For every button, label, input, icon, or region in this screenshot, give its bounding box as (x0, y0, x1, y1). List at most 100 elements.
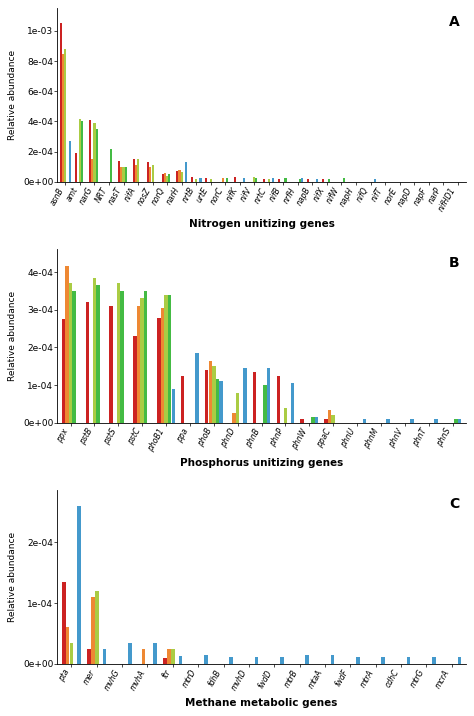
Bar (291, 383, 294, 422)
Bar (432, 657, 436, 664)
Bar (137, 159, 139, 182)
Bar (164, 173, 166, 182)
Bar (407, 657, 410, 664)
Bar (69, 141, 71, 182)
Bar (272, 178, 274, 182)
Bar (66, 627, 69, 664)
Bar (276, 376, 280, 422)
Bar (255, 657, 258, 664)
Bar (255, 178, 257, 182)
Bar (236, 392, 239, 422)
Bar (195, 353, 199, 422)
Bar (301, 178, 303, 182)
Bar (457, 657, 461, 664)
Bar (458, 419, 461, 422)
Bar (74, 153, 77, 182)
Bar (264, 179, 265, 182)
Bar (133, 159, 135, 182)
Bar (243, 368, 246, 422)
Bar (70, 642, 73, 664)
Bar (167, 649, 171, 664)
Bar (181, 376, 184, 422)
Y-axis label: Relative abundance: Relative abundance (9, 291, 18, 381)
Bar (144, 291, 147, 422)
Bar (118, 161, 120, 182)
Bar (280, 657, 283, 664)
Bar (164, 658, 167, 664)
Bar (133, 336, 137, 422)
Bar (79, 119, 81, 182)
Bar (324, 419, 328, 422)
Bar (91, 597, 95, 664)
Bar (191, 177, 193, 182)
Bar (386, 419, 390, 422)
Bar (109, 306, 113, 422)
Bar (284, 178, 287, 182)
X-axis label: Methane metabolic genes: Methane metabolic genes (185, 697, 338, 707)
Bar (91, 159, 93, 182)
Bar (311, 417, 315, 422)
Bar (315, 417, 318, 422)
Bar (299, 179, 301, 182)
Bar (122, 167, 125, 182)
Bar (60, 24, 62, 182)
Bar (374, 180, 376, 182)
Bar (149, 167, 152, 182)
Bar (89, 120, 91, 182)
Bar (455, 419, 458, 422)
Bar (181, 172, 182, 182)
Bar (205, 370, 209, 422)
Bar (117, 284, 120, 422)
Bar (363, 419, 366, 422)
Bar (195, 179, 197, 182)
Bar (125, 167, 127, 182)
Bar (96, 285, 100, 422)
Bar (77, 505, 81, 664)
Bar (64, 49, 66, 182)
Bar (153, 642, 157, 664)
Bar (328, 410, 331, 422)
Bar (164, 294, 168, 422)
Bar (96, 129, 98, 182)
Bar (232, 413, 236, 422)
Bar (331, 654, 334, 664)
Bar (204, 654, 208, 664)
Bar (157, 318, 161, 422)
Bar (93, 278, 96, 422)
X-axis label: Phosphorus unitizing genes: Phosphorus unitizing genes (180, 458, 343, 468)
Bar (62, 319, 65, 422)
Bar (205, 178, 208, 182)
Bar (200, 178, 201, 182)
Bar (102, 649, 106, 664)
Bar (137, 306, 140, 422)
Bar (62, 54, 64, 182)
Bar (209, 361, 212, 422)
Bar (222, 178, 224, 182)
Bar (305, 654, 309, 664)
Bar (434, 419, 438, 422)
Bar (264, 385, 267, 422)
Bar (278, 179, 280, 182)
Bar (81, 122, 83, 182)
Bar (267, 368, 270, 422)
Bar (331, 415, 335, 422)
X-axis label: Nitrogen unitizing genes: Nitrogen unitizing genes (189, 218, 335, 228)
Bar (86, 302, 89, 422)
Bar (128, 642, 131, 664)
Bar (307, 179, 309, 182)
Bar (328, 180, 330, 182)
Bar (110, 150, 112, 182)
Bar (166, 175, 168, 182)
Bar (321, 179, 324, 182)
Bar (162, 174, 164, 182)
Bar (120, 291, 124, 422)
Bar (65, 266, 69, 422)
Bar (229, 657, 233, 664)
Bar (135, 165, 137, 182)
Bar (185, 162, 187, 182)
Bar (382, 657, 385, 664)
Text: C: C (449, 498, 460, 511)
Bar (142, 649, 146, 664)
Bar (210, 179, 212, 182)
Text: A: A (449, 15, 460, 29)
